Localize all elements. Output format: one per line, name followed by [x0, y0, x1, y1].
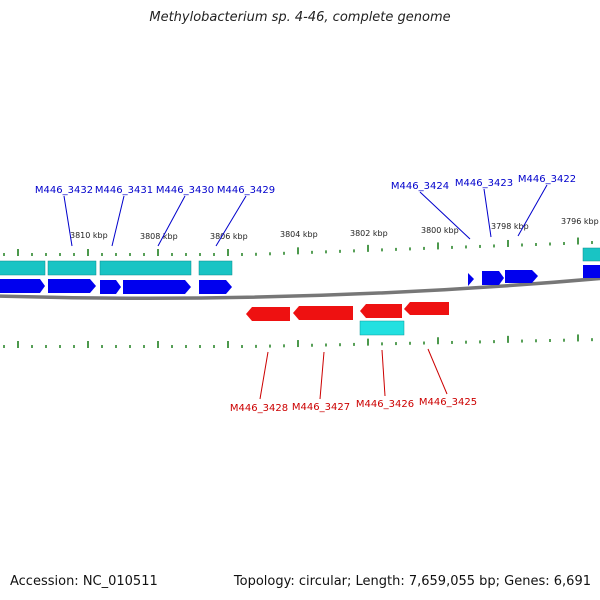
outer-tick-row — [3, 237, 593, 256]
map-title: Methylobacterium sp. 4-46, complete geno… — [149, 10, 451, 25]
gene-label[interactable]: M446_3432 — [35, 185, 93, 196]
genome-summary-text: Topology: circular; Length: 7,659,055 bp… — [233, 574, 591, 589]
leader-line — [215, 195, 247, 247]
leader-line — [259, 351, 269, 400]
gene-label[interactable]: M446_3422 — [518, 174, 576, 185]
cds-feature[interactable] — [468, 273, 474, 286]
kbp-label: 3800 kbp — [421, 226, 459, 235]
gene-label[interactable]: M446_3429 — [217, 185, 275, 196]
leader-line — [319, 351, 325, 400]
kbp-label: 3796 kbp — [561, 217, 599, 226]
gene-label[interactable]: M446_3431 — [95, 185, 153, 196]
leader-line — [427, 348, 448, 395]
gene-feature[interactable] — [0, 260, 46, 276]
cds-feature[interactable] — [482, 271, 504, 285]
kbp-label: 3798 kbp — [491, 222, 529, 231]
forward-cds-row — [0, 265, 600, 294]
leader-line — [517, 184, 548, 237]
forward-gene-labels: M446_3432 M446_3431 M446_3430 M446_3429 … — [35, 174, 576, 196]
gene-label[interactable]: M446_3427 — [292, 402, 350, 413]
gene-label[interactable]: M446_3425 — [419, 397, 477, 408]
cds-feature[interactable] — [246, 307, 290, 321]
gene-label[interactable]: M446_3426 — [356, 399, 414, 410]
gene-label[interactable]: M446_3424 — [391, 181, 449, 192]
cds-feature[interactable] — [404, 302, 449, 315]
cds-feature[interactable] — [0, 279, 45, 293]
cds-feature[interactable] — [583, 265, 600, 278]
gene-feature[interactable] — [99, 260, 192, 276]
forward-gene-row — [0, 247, 600, 276]
leader-line — [63, 195, 73, 247]
cds-feature[interactable] — [48, 279, 96, 293]
cds-feature[interactable] — [199, 280, 232, 294]
forward-label-leaders — [63, 184, 548, 247]
reverse-cds-row — [246, 302, 449, 321]
leader-line — [419, 191, 471, 240]
leader-line — [111, 195, 125, 247]
leader-line — [381, 349, 386, 397]
gene-label[interactable]: M446_3423 — [455, 178, 513, 189]
kbp-label: 3802 kbp — [350, 229, 388, 238]
gene-feature[interactable] — [198, 260, 233, 276]
cds-feature[interactable] — [100, 280, 121, 294]
gene-feature[interactable] — [359, 320, 405, 336]
gene-label[interactable]: M446_3428 — [230, 403, 288, 414]
cds-feature[interactable] — [293, 306, 353, 320]
leader-line — [483, 188, 492, 238]
reverse-label-leaders — [259, 348, 448, 400]
inner-tick-row — [3, 334, 593, 348]
genome-backbone — [0, 276, 600, 300]
kbp-label: 3808 kbp — [140, 232, 178, 241]
kbp-label: 3806 kbp — [210, 232, 248, 241]
kbp-label: 3804 kbp — [280, 230, 318, 239]
cds-feature[interactable] — [505, 270, 538, 283]
gene-feature[interactable] — [582, 247, 600, 262]
reverse-gene-labels: M446_3428 M446_3427 M446_3426 M446_3425 — [230, 397, 477, 414]
cds-feature[interactable] — [123, 280, 191, 294]
scale-labels: 3810 kbp 3808 kbp 3806 kbp 3804 kbp 3802… — [70, 217, 599, 241]
accession-text: Accession: NC_010511 — [10, 574, 158, 589]
gene-label[interactable]: M446_3430 — [156, 185, 214, 196]
leader-line — [157, 195, 186, 247]
cds-feature[interactable] — [360, 304, 402, 318]
kbp-label: 3810 kbp — [70, 231, 108, 240]
gene-feature[interactable] — [47, 260, 97, 276]
